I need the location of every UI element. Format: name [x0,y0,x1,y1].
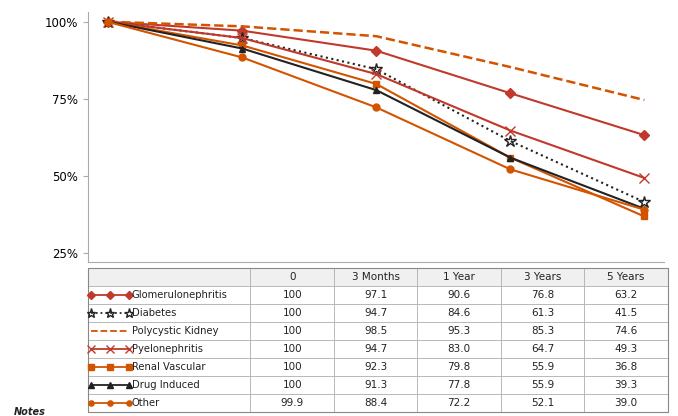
Text: Glomerulonephritis: Glomerulonephritis [132,290,228,300]
Text: 64.7: 64.7 [531,344,554,354]
Text: Drug Induced: Drug Induced [132,380,199,390]
FancyBboxPatch shape [334,304,418,322]
Text: Diabetes: Diabetes [132,308,176,318]
FancyBboxPatch shape [88,286,250,304]
Text: 77.8: 77.8 [447,380,471,390]
Text: 92.3: 92.3 [364,362,387,372]
Text: 84.6: 84.6 [447,308,471,318]
Text: Notes: Notes [14,407,45,416]
FancyBboxPatch shape [250,376,334,394]
FancyBboxPatch shape [501,322,584,340]
FancyBboxPatch shape [584,304,668,322]
FancyBboxPatch shape [418,286,501,304]
FancyBboxPatch shape [334,322,418,340]
FancyBboxPatch shape [88,394,250,412]
Text: 61.3: 61.3 [531,308,554,318]
Text: 72.2: 72.2 [447,398,471,408]
FancyBboxPatch shape [501,358,584,376]
Text: 74.6: 74.6 [614,326,638,336]
FancyBboxPatch shape [334,358,418,376]
FancyBboxPatch shape [418,376,501,394]
FancyBboxPatch shape [584,322,668,340]
Text: 85.3: 85.3 [531,326,554,336]
Text: 39.0: 39.0 [614,398,637,408]
FancyBboxPatch shape [88,268,250,286]
FancyBboxPatch shape [584,358,668,376]
Text: 79.8: 79.8 [447,362,471,372]
FancyBboxPatch shape [418,358,501,376]
FancyBboxPatch shape [250,268,334,286]
Text: 99.9: 99.9 [281,398,304,408]
Text: 95.3: 95.3 [447,326,471,336]
FancyBboxPatch shape [88,358,250,376]
Text: 3 Years: 3 Years [524,272,561,282]
Text: 55.9: 55.9 [531,380,554,390]
Text: 94.7: 94.7 [364,308,387,318]
FancyBboxPatch shape [418,394,501,412]
Text: 1 Year: 1 Year [443,272,475,282]
FancyBboxPatch shape [584,340,668,358]
Text: 41.5: 41.5 [614,308,638,318]
Text: 39.3: 39.3 [614,380,638,390]
Text: 49.3: 49.3 [614,344,638,354]
Text: 94.7: 94.7 [364,344,387,354]
Text: 100: 100 [282,380,302,390]
FancyBboxPatch shape [250,286,334,304]
Text: Other: Other [132,398,160,408]
Text: 76.8: 76.8 [531,290,554,300]
Text: Pyelonephritis: Pyelonephritis [132,344,203,354]
Text: 100: 100 [282,308,302,318]
Text: 5 Years: 5 Years [607,272,645,282]
FancyBboxPatch shape [584,286,668,304]
FancyBboxPatch shape [334,376,418,394]
FancyBboxPatch shape [584,394,668,412]
FancyBboxPatch shape [418,304,501,322]
FancyBboxPatch shape [501,286,584,304]
Text: 88.4: 88.4 [364,398,387,408]
FancyBboxPatch shape [334,394,418,412]
FancyBboxPatch shape [334,340,418,358]
FancyBboxPatch shape [418,340,501,358]
FancyBboxPatch shape [584,268,668,286]
FancyBboxPatch shape [501,268,584,286]
FancyBboxPatch shape [418,322,501,340]
FancyBboxPatch shape [501,376,584,394]
FancyBboxPatch shape [334,286,418,304]
Text: 3 Months: 3 Months [352,272,399,282]
Text: 83.0: 83.0 [447,344,471,354]
Text: 100: 100 [282,362,302,372]
Text: 98.5: 98.5 [364,326,387,336]
FancyBboxPatch shape [250,340,334,358]
FancyBboxPatch shape [250,358,334,376]
FancyBboxPatch shape [584,376,668,394]
Text: 52.1: 52.1 [531,398,554,408]
Text: 55.9: 55.9 [531,362,554,372]
FancyBboxPatch shape [250,394,334,412]
FancyBboxPatch shape [250,304,334,322]
FancyBboxPatch shape [88,376,250,394]
FancyBboxPatch shape [501,340,584,358]
Text: 36.8: 36.8 [614,362,638,372]
Text: 63.2: 63.2 [614,290,638,300]
Text: Renal Vascular: Renal Vascular [132,362,205,372]
Text: 100: 100 [282,326,302,336]
Text: Polycystic Kidney: Polycystic Kidney [132,326,218,336]
Text: 100: 100 [282,290,302,300]
FancyBboxPatch shape [501,304,584,322]
Text: 91.3: 91.3 [364,380,387,390]
FancyBboxPatch shape [88,322,250,340]
FancyBboxPatch shape [88,304,250,322]
FancyBboxPatch shape [418,268,501,286]
FancyBboxPatch shape [250,322,334,340]
Text: 90.6: 90.6 [447,290,471,300]
FancyBboxPatch shape [334,268,418,286]
FancyBboxPatch shape [88,340,250,358]
FancyBboxPatch shape [501,394,584,412]
Text: 97.1: 97.1 [364,290,387,300]
Text: 0: 0 [289,272,296,282]
Text: 100: 100 [282,344,302,354]
